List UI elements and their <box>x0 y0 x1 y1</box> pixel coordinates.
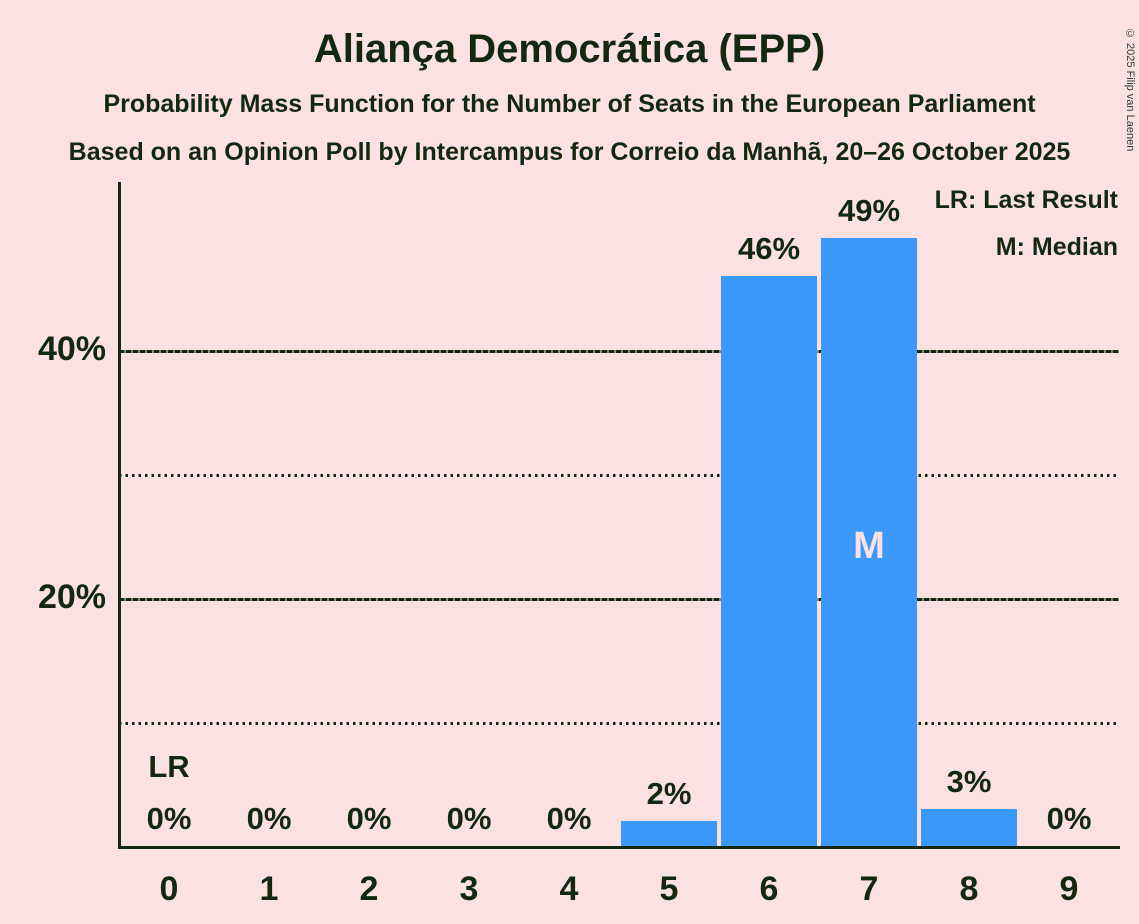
x-axis-line <box>118 846 1120 849</box>
bar-value-label-3: 0% <box>446 801 492 836</box>
gridline-40pct <box>119 349 1119 353</box>
y-axis-line <box>118 182 121 849</box>
x-tick-label-1: 1 <box>259 870 279 908</box>
bar-value-label-2: 0% <box>346 801 392 836</box>
gridline-10pct <box>119 722 1119 725</box>
x-tick-label-3: 3 <box>459 870 479 908</box>
bar-value-label-5: 2% <box>646 776 692 811</box>
x-tick-label-5: 5 <box>659 870 679 908</box>
bar-value-label-7: 49% <box>837 193 901 228</box>
x-tick-label-2: 2 <box>359 870 379 908</box>
bar-seat-8 <box>921 809 1017 846</box>
bar-value-label-6: 46% <box>737 231 801 266</box>
y-tick-label-20: 20% <box>37 578 106 616</box>
x-tick-label-9: 9 <box>1059 870 1079 908</box>
x-tick-label-7: 7 <box>859 870 879 908</box>
x-tick-label-4: 4 <box>559 870 579 908</box>
median-marker: M <box>853 525 885 567</box>
gridline-30pct <box>119 474 1119 477</box>
bar-value-label-9: 0% <box>1046 801 1092 836</box>
gridline-20pct <box>119 597 1119 601</box>
chart-subtitle: Probability Mass Function for the Number… <box>103 90 1036 118</box>
bar-value-label-0: 0% <box>146 801 192 836</box>
bar-value-label-8: 3% <box>946 764 992 799</box>
x-tick-label-6: 6 <box>759 870 779 908</box>
chart-source-line: Based on an Opinion Poll by Intercampus … <box>68 138 1071 166</box>
legend-last-result: LR: Last Result <box>934 186 1118 214</box>
chart-title: Aliança Democrática (EPP) <box>313 27 826 71</box>
bar-seat-6 <box>721 276 817 846</box>
bar-seat-5 <box>621 821 717 846</box>
x-tick-label-8: 8 <box>959 870 979 908</box>
bar-value-label-4: 0% <box>546 801 592 836</box>
bar-value-label-1: 0% <box>246 801 292 836</box>
x-tick-label-0: 0 <box>159 870 179 908</box>
last-result-marker: LR <box>148 749 190 784</box>
copyright-notice: © 2025 Filip van Laenen <box>1124 28 1136 152</box>
y-tick-label-40: 40% <box>37 330 106 368</box>
legend-median: M: Median <box>995 233 1118 261</box>
bar-seat-7 <box>821 238 917 846</box>
